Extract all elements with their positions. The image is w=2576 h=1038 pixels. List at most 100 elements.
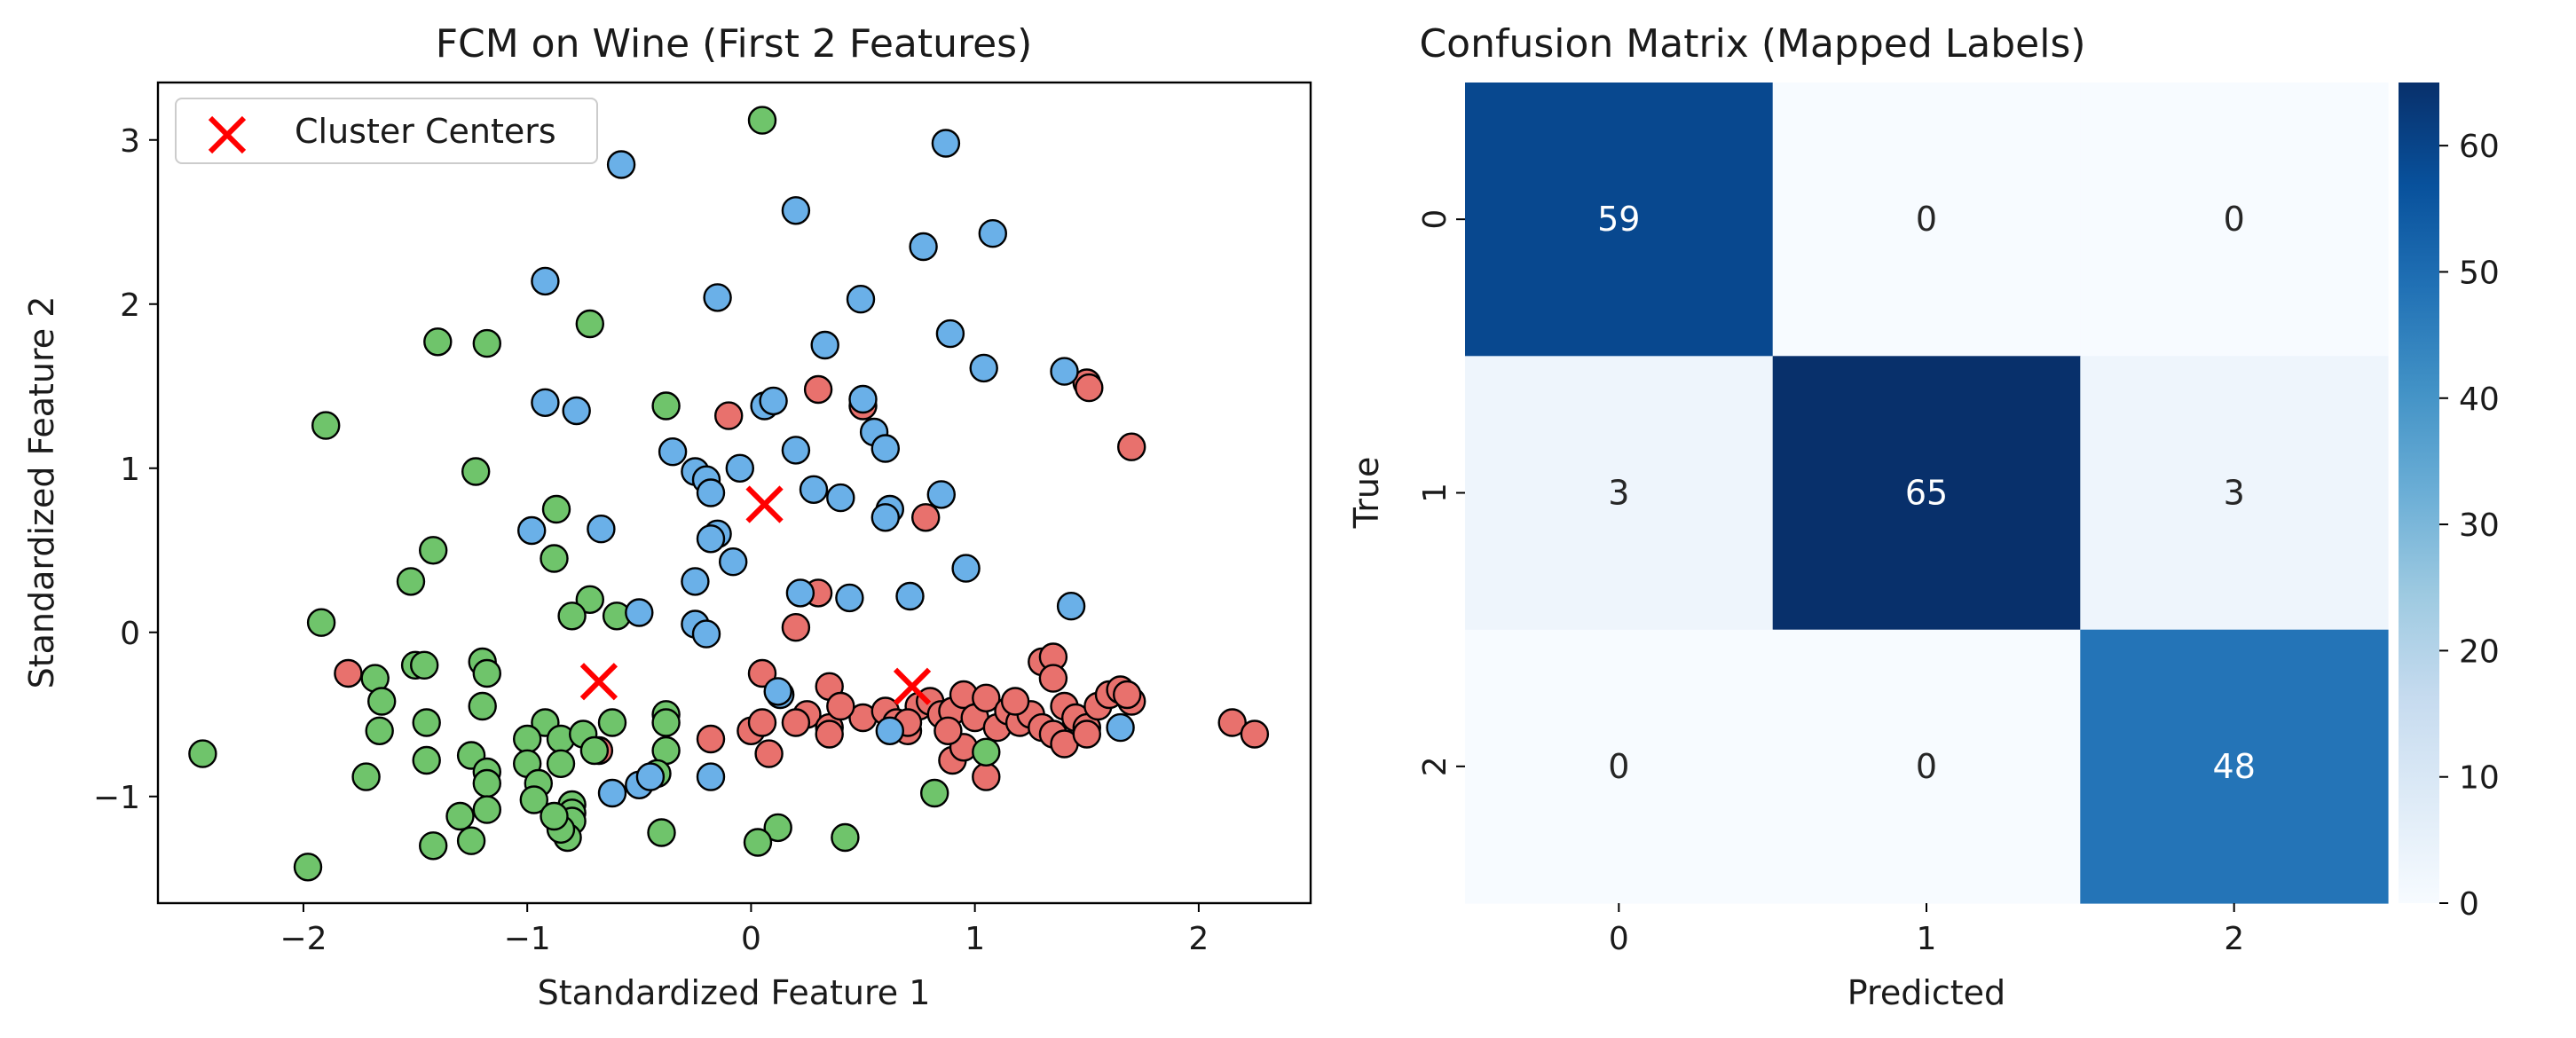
heatmap-x-label: Predicted bbox=[1847, 973, 2005, 1012]
scatter-point-cluster1-0 bbox=[747, 106, 777, 135]
scatter-point-cluster2-31 bbox=[587, 515, 616, 544]
scatter-point-cluster0-4 bbox=[1075, 373, 1104, 403]
scatter-point-cluster2-0 bbox=[606, 150, 636, 179]
scatter-point-cluster1-9 bbox=[540, 544, 569, 573]
heatmap-cell-2-1 bbox=[1772, 629, 2081, 904]
scatter-point-cluster2-26 bbox=[826, 483, 855, 513]
legend-center-marker bbox=[208, 115, 247, 154]
scatter-axes-frame bbox=[156, 81, 1312, 905]
scatter-point-cluster1-11 bbox=[575, 585, 604, 614]
scatter-point-cluster1-1 bbox=[575, 309, 604, 339]
scatter-point-cluster2-15 bbox=[759, 386, 788, 416]
legend-label-cluster-centers: Cluster Centers bbox=[295, 112, 556, 151]
scatter-point-cluster2-18 bbox=[870, 434, 900, 463]
scatter-point-cluster0-5 bbox=[1116, 432, 1146, 461]
scatter-x-tick-label: −2 bbox=[280, 921, 327, 957]
heatmap-x-tick-label: 2 bbox=[2224, 921, 2244, 957]
scatter-point-cluster1-60 bbox=[293, 853, 323, 882]
scatter-point-cluster0-2 bbox=[803, 374, 833, 405]
scatter-point-cluster0-13 bbox=[747, 708, 777, 737]
scatter-point-cluster2-47 bbox=[597, 778, 627, 808]
cluster-center-2 bbox=[893, 667, 932, 705]
legend-box bbox=[175, 98, 598, 164]
scatter-point-cluster1-59 bbox=[188, 739, 217, 768]
colorbar-tick-label: 10 bbox=[2459, 760, 2500, 797]
scatter-point-cluster2-40 bbox=[1056, 592, 1086, 621]
heatmap-x-ticks: 0 1 2 bbox=[1609, 903, 2244, 957]
scatter-point-cluster2-33 bbox=[696, 524, 726, 554]
scatter-point-cluster0-0 bbox=[334, 658, 363, 688]
cluster-center-0 bbox=[579, 663, 618, 701]
heatmap-cell-label-1-2: 3 bbox=[2224, 474, 2245, 513]
scatter-point-cluster0-51 bbox=[1072, 720, 1102, 749]
scatter-point-cluster1-3 bbox=[472, 328, 501, 358]
scatter-point-cluster1-36 bbox=[651, 708, 681, 737]
scatter-point-cluster0-54 bbox=[1240, 720, 1270, 749]
scatter-point-cluster2-36 bbox=[681, 567, 710, 596]
scatter-point-cluster1-19 bbox=[472, 658, 501, 688]
scatter-point-cluster2-8 bbox=[935, 318, 965, 349]
scatter-point-cluster2-51 bbox=[763, 677, 792, 706]
scatter-point-cluster1-12 bbox=[557, 602, 587, 631]
scatter-point-cluster2-37 bbox=[785, 578, 815, 608]
scatter-point-cluster1-51 bbox=[456, 826, 486, 855]
scatter-point-cluster0-53 bbox=[1217, 708, 1247, 737]
scatter-point-cluster0-56 bbox=[826, 691, 855, 721]
scatter-point-cluster2-2 bbox=[781, 196, 811, 225]
scatter-y-ticks: −1 0 1 2 3 bbox=[93, 123, 158, 816]
heatmap-y-ticks: 0 1 2 bbox=[1417, 209, 1465, 776]
scatter-point-cluster2-43 bbox=[691, 619, 721, 649]
scatter-point-cluster1-34 bbox=[546, 749, 576, 778]
scatter-point-cluster2-50 bbox=[696, 762, 726, 791]
heatmap-y-tick-label: 0 bbox=[1417, 209, 1453, 230]
colorbar-tick-label: 40 bbox=[2459, 381, 2500, 418]
scatter-point-cluster2-20 bbox=[658, 437, 688, 467]
scatter-point-cluster2-10 bbox=[969, 353, 998, 383]
scatter-point-cluster1-14 bbox=[306, 608, 336, 637]
heatmap-cells: 59 0 0 3 65 3 0 0 48 bbox=[1465, 83, 2389, 904]
scatter-y-tick-label: 1 bbox=[120, 452, 140, 488]
scatter-point-cluster0-1 bbox=[714, 401, 744, 430]
heatmap-y-label: True bbox=[1347, 457, 1386, 530]
scatter-point-cluster0-45 bbox=[1038, 664, 1068, 693]
scatter-panel: FCM on Wine (First 2 Features) −2 −1 0 1 2 −… bbox=[22, 21, 1312, 1012]
heatmap-cell-label-2-1: 0 bbox=[1916, 747, 1937, 786]
scatter-y-tick-label: 2 bbox=[120, 287, 140, 324]
heatmap-cell-1-2 bbox=[2080, 356, 2389, 631]
scatter-point-cluster2-11 bbox=[1050, 357, 1079, 386]
scatter-point-cluster1-49 bbox=[472, 795, 501, 824]
scatter-point-cluster1-54 bbox=[763, 813, 792, 843]
heatmap-cell-1-1 bbox=[1772, 356, 2081, 631]
scatter-point-cluster1-42 bbox=[519, 785, 548, 814]
scatter-x-tick-label: 2 bbox=[1188, 921, 1209, 957]
scatter-point-cluster1-4 bbox=[311, 411, 341, 440]
heatmap-cell-label-2-0: 0 bbox=[1608, 747, 1629, 786]
scatter-title: FCM on Wine (First 2 Features) bbox=[436, 21, 1033, 67]
heatmap-cell-0-1 bbox=[1772, 83, 2081, 357]
scatter-point-cluster1-21 bbox=[468, 691, 497, 721]
scatter-point-cluster1-6 bbox=[651, 391, 681, 421]
heatmap-cell-1-0 bbox=[1465, 356, 1774, 631]
scatter-x-tick-label: 1 bbox=[965, 921, 985, 957]
scatter-point-cluster1-17 bbox=[410, 650, 439, 680]
colorbar-ticks: 0 10 20 30 40 50 60 bbox=[2439, 129, 2500, 923]
scatter-point-cluster0-15 bbox=[696, 724, 726, 754]
heatmap-y-tick-label: 1 bbox=[1417, 483, 1453, 503]
heatmap-y-tick-label: 2 bbox=[1417, 756, 1453, 776]
scatter-point-cluster2-46 bbox=[1106, 712, 1135, 743]
scatter-point-cluster0-58 bbox=[1000, 687, 1030, 716]
scatter-point-cluster1-55 bbox=[743, 828, 773, 857]
heatmap-cell-label-1-0: 3 bbox=[1608, 474, 1629, 513]
scatter-point-cluster2-45 bbox=[875, 716, 904, 745]
scatter-legend: Cluster Centers bbox=[175, 98, 598, 164]
scatter-point-cluster2-30 bbox=[517, 515, 547, 546]
scatter-y-label: Standardized Feature 2 bbox=[22, 296, 61, 689]
scatter-point-cluster2-29 bbox=[870, 503, 900, 532]
heatmap-cell-label-0-0: 59 bbox=[1597, 200, 1640, 239]
scatter-point-cluster0-18 bbox=[815, 720, 844, 749]
scatter-point-cluster2-24 bbox=[725, 453, 754, 483]
scatter-point-cluster0-46 bbox=[972, 762, 1001, 791]
scatter-point-cluster1-22 bbox=[412, 708, 441, 737]
scatter-point-cluster2-25 bbox=[799, 475, 829, 504]
